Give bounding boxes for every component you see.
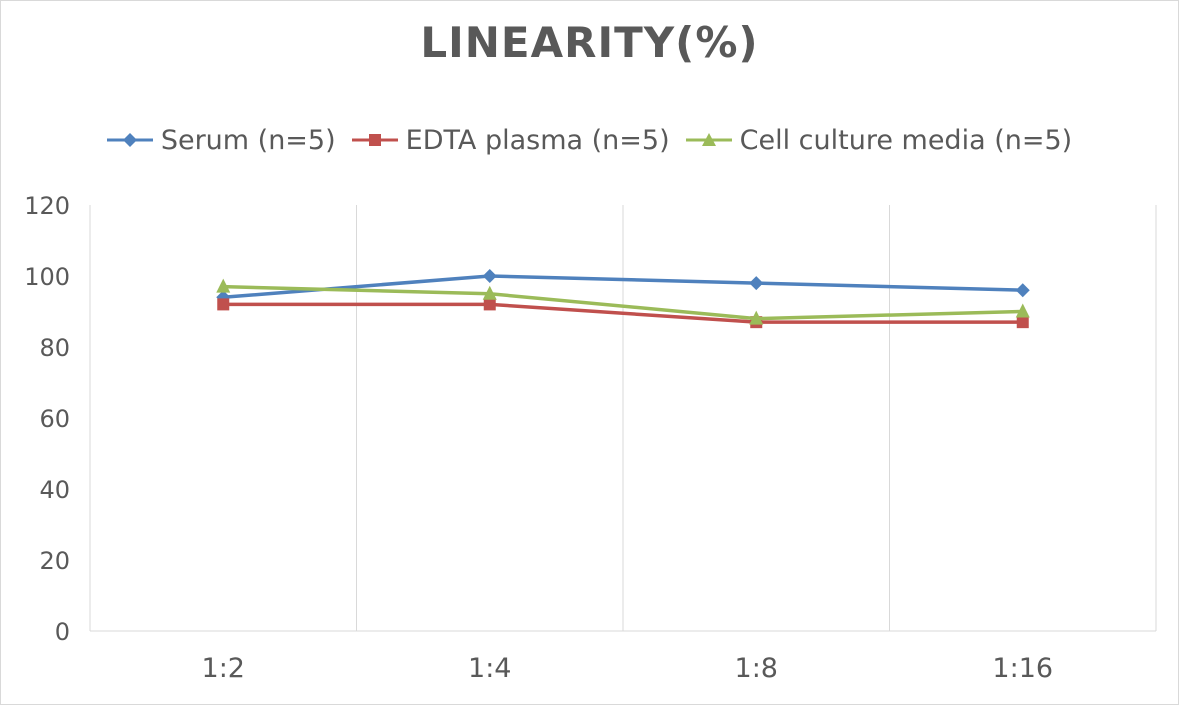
chart-title: LINEARITY(%) <box>420 18 759 67</box>
data-point-diamond <box>1015 283 1030 298</box>
data-point-square <box>1016 316 1029 329</box>
legend-marker-cell-culture-media <box>685 133 732 146</box>
legend: Serum (n=5) EDTA plasma (n=5) Cell cultu… <box>0 120 1179 160</box>
data-point-diamond <box>482 269 497 283</box>
data-point-square <box>483 298 496 311</box>
y-tick-label: 0 <box>55 618 70 646</box>
legend-marker-serum <box>106 133 153 147</box>
y-tick-label: 40 <box>39 476 70 504</box>
legend-label-cell-culture-media: Cell culture media (n=5) <box>739 124 1073 156</box>
y-tick-label: 120 <box>24 192 70 220</box>
y-tick-label: 100 <box>24 263 70 291</box>
x-tick-label: 1:16 <box>992 653 1053 684</box>
legend-item-edta-plasma: EDTA plasma (n=5) <box>351 124 670 156</box>
legend-label-serum: Serum (n=5) <box>160 124 336 156</box>
data-point-triangle <box>1015 303 1030 318</box>
data-point-square <box>217 298 230 311</box>
data-point-triangle <box>482 285 497 300</box>
legend-item-cell-culture-media: Cell culture media (n=5) <box>685 124 1073 156</box>
y-tick-label: 80 <box>39 334 70 362</box>
y-tick-label: 20 <box>39 547 70 575</box>
y-tick-label: 60 <box>39 405 70 433</box>
series-line-2 <box>223 284 1023 321</box>
series-line-0 <box>223 274 1023 300</box>
x-tick-label: 1:8 <box>735 653 778 684</box>
data-point-triangle <box>749 310 764 325</box>
legend-item-serum: Serum (n=5) <box>106 124 336 156</box>
data-point-diamond <box>749 276 764 291</box>
legend-marker-edta-plasma <box>351 134 398 146</box>
x-tick-label: 1:4 <box>468 653 511 684</box>
x-tick-label: 1:2 <box>202 653 245 684</box>
legend-label-edta-plasma: EDTA plasma (n=5) <box>405 124 670 156</box>
series-line-1 <box>223 302 1023 324</box>
data-point-triangle <box>216 278 231 293</box>
